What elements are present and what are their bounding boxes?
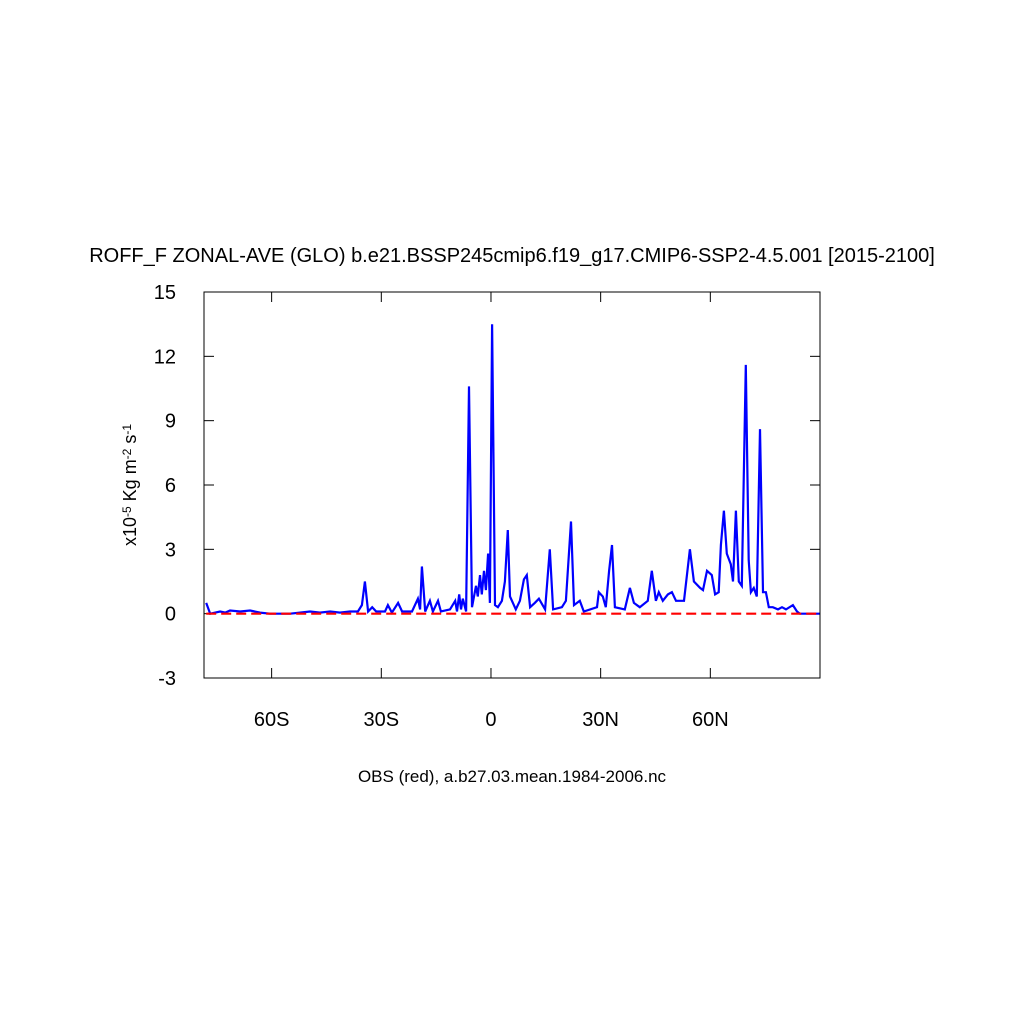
y-tick-label: -3: [158, 668, 176, 690]
y-tick-label: 0: [165, 604, 176, 626]
x-tick-label: 60S: [254, 709, 290, 731]
y-label-part: x10: [120, 517, 140, 546]
y-tick-label: 6: [165, 475, 176, 497]
x-tick-label: 0: [485, 709, 496, 731]
x-tick-label: 60N: [692, 709, 729, 731]
x-axis-label: OBS (red), a.b27.03.mean.1984-2006.nc: [358, 767, 667, 786]
y-label-superscript: -2: [120, 448, 134, 459]
y-tick-label: 15: [154, 282, 176, 304]
chart-title: ROFF_F ZONAL-AVE (GLO) b.e21.BSSP245cmip…: [89, 245, 935, 267]
y-label-part: s: [120, 435, 140, 449]
y-label-superscript: -5: [120, 506, 134, 517]
x-tick-label: 30N: [582, 709, 619, 731]
y-tick-label: 12: [154, 346, 176, 368]
data-line: [205, 324, 820, 615]
y-label-superscript: -1: [120, 424, 134, 435]
plot-frame: [203, 291, 821, 679]
y-tick-label: 9: [165, 411, 176, 433]
x-tick-label: 30S: [364, 709, 400, 731]
y-axis-label: x10-5 Kg m-2 s-1: [120, 424, 140, 546]
y-label-part: Kg m: [120, 459, 140, 506]
y-tick-label: 3: [165, 539, 176, 561]
